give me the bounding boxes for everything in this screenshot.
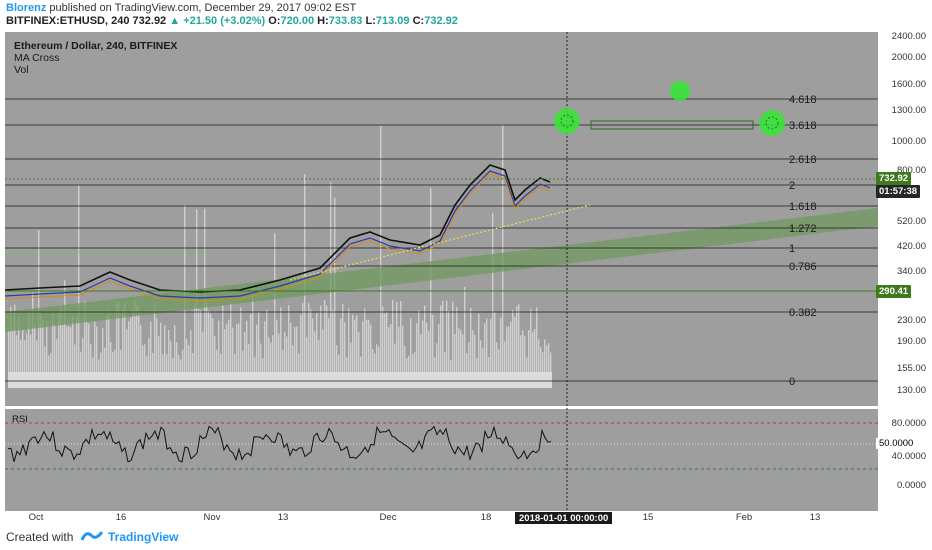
chart-legend: Ethereum / Dollar, 240, BITFINEX MA Cros…: [14, 40, 177, 76]
price-tick-label: 1600.00: [892, 79, 926, 90]
legend-study-vol[interactable]: Vol: [14, 64, 29, 76]
fib-level-label: 0.382: [789, 307, 817, 319]
price-axis-labels: 2400.00 2000.00 1600.00 1300.00 1000.00 800.0…: [892, 31, 926, 396]
close-label: C:: [412, 15, 425, 27]
price-tick-label: 1300.00: [892, 105, 926, 116]
price-axis-area[interactable]: [878, 32, 932, 512]
time-tick-label: 13: [278, 512, 289, 523]
volume-bars: [8, 125, 552, 388]
fib-level-label: 1.618: [789, 201, 817, 213]
rsi-line: [7, 425, 552, 463]
fib-level-label: 2: [789, 180, 795, 192]
rsi-axis-labels: 80.0000 40.0000 0.0000: [892, 418, 926, 491]
fib-level-label: 0.786: [789, 261, 817, 273]
marker-circle-right: [759, 110, 785, 136]
price-tick-label: 155.00: [897, 363, 926, 374]
time-axis-labels: Oct 16 Nov 13 Dec 18 15 Feb 13: [29, 512, 821, 523]
quote-line: BITFINEX:ETHUSD, 240 732.92 ▲ +21.50 (+3…: [6, 15, 458, 27]
time-tick-label: Nov: [204, 512, 221, 523]
time-tick-label: Feb: [736, 512, 752, 523]
rsi-pane[interactable]: [5, 409, 878, 511]
fib-level-label: 4.618: [789, 94, 817, 106]
tradingview-logo-icon: [80, 531, 104, 541]
last-price: 732.92: [132, 15, 167, 27]
rsi-tick-label: 0.0000: [897, 480, 926, 491]
rsi-tick-label: 40.0000: [892, 451, 926, 462]
fib-level-label: 2.618: [789, 154, 817, 166]
author-link[interactable]: Blorenz: [6, 2, 47, 14]
footer: Created with TradingView: [0, 524, 932, 550]
price-tick-label: 230.00: [897, 315, 926, 326]
yellow-trendline: [289, 204, 591, 281]
marker-circle-left: [554, 108, 580, 134]
price-series: [4, 164, 551, 302]
time-tick-label: 16: [116, 512, 127, 523]
trend-channel: [5, 208, 878, 332]
price-tick-label: 190.00: [897, 336, 926, 347]
open-label: O:: [268, 15, 281, 27]
time-axis-area[interactable]: [5, 511, 878, 523]
high-label: H:: [317, 15, 329, 27]
created-with-label: Created with: [6, 530, 74, 544]
legend-title: Ethereum / Dollar, 240, BITFINEX: [14, 40, 178, 52]
time-tick-label: 15: [643, 512, 654, 523]
marker-ring-right: [765, 116, 779, 130]
publish-info: published on TradingView.com, December 2…: [49, 2, 357, 14]
fib-level-label: 1.272: [789, 223, 817, 235]
time-tick-label: 18: [481, 512, 492, 523]
time-tick-label: 13: [810, 512, 821, 523]
bar-timer-tag: 01:57:38: [876, 185, 921, 198]
legend-study-ma[interactable]: MA Cross: [14, 52, 60, 64]
main-pane[interactable]: [5, 32, 878, 406]
rsi-label: RSI: [12, 414, 28, 425]
fib-level-label: 3.618: [789, 120, 817, 132]
change-value: +21.50 (+3.02%): [183, 15, 266, 27]
close-value: 732.92: [424, 15, 458, 27]
rsi-tick-label: 80.0000: [892, 418, 926, 429]
header-bar: Blorenz published on TradingView.com, De…: [0, 0, 932, 30]
low-label: L:: [365, 15, 376, 27]
fib-level-label: 1: [789, 243, 795, 255]
time-tick-label: Oct: [29, 512, 44, 523]
fib-lines: 4.618 3.618 2.618 2 1.618 1.272 1 0.786 0.382 0: [5, 94, 878, 388]
open-value: 720.00: [280, 15, 315, 27]
level-price-tag: 290.41: [876, 285, 912, 298]
last-price-tag: 732.92: [876, 172, 912, 185]
price-tick-label: 2000.00: [892, 52, 926, 63]
price-tick-label: 340.00: [897, 266, 926, 277]
publish-line: Blorenz published on TradingView.com, De…: [6, 2, 356, 14]
cursor-date-flag: 2018-01-01 00:00:00: [515, 512, 613, 525]
tradingview-brand[interactable]: TradingView: [108, 530, 179, 544]
target-box: [590, 120, 754, 130]
price-tick-label: 130.00: [897, 385, 926, 396]
price-tick-label: 800.00: [897, 165, 926, 176]
time-tick-label: Dec: [380, 512, 397, 523]
low-value: 713.09: [375, 15, 410, 27]
price-tick-label: 520.00: [897, 216, 926, 227]
price-tick-label: 1000.00: [892, 136, 926, 147]
price-tick-label: 2400.00: [892, 31, 926, 42]
up-arrow-icon: ▲: [169, 15, 181, 27]
rsi-value-tag: 50.0000: [876, 438, 917, 449]
fib-level-label: 0: [789, 376, 795, 388]
high-value: 733.83: [328, 15, 363, 27]
marker-circle-top: [670, 81, 690, 101]
marker-ring-left: [560, 114, 574, 128]
symbol-label: BITFINEX:ETHUSD, 240: [6, 15, 130, 27]
price-tick-label: 420.00: [897, 241, 926, 252]
